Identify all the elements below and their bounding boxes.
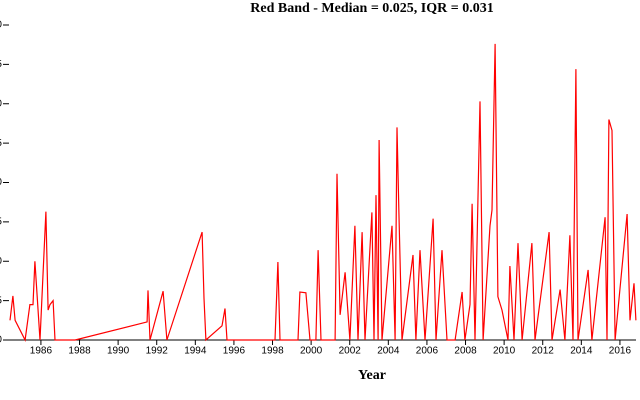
x-axis-label: Year [358, 368, 386, 383]
x-tick-label: 2004 [377, 346, 400, 357]
x-tick-label: 1994 [184, 346, 207, 357]
x-tick-label: 2016 [609, 346, 632, 357]
y-tick-label: 0.15 [0, 217, 2, 228]
y-tick-label: 0.35 [0, 59, 2, 70]
y-tick-label: 0.40 [0, 20, 2, 31]
x-tick-label: 1990 [107, 346, 130, 357]
y-tick-label: 0.30 [0, 98, 2, 109]
y-tick-label: 0.05 [0, 295, 2, 306]
y-tick-label: 0.20 [0, 177, 2, 188]
x-tick-label: 1986 [30, 346, 53, 357]
x-tick-label: 1996 [223, 346, 246, 357]
y-tick-label: 0.25 [0, 138, 2, 149]
x-tick-label: 1992 [146, 346, 169, 357]
x-tick-label: 2014 [570, 346, 593, 357]
y-tick-label: 0.00 [0, 335, 2, 346]
x-tick-label: 1988 [68, 346, 91, 357]
data-line [9, 43, 637, 342]
chart-title: Red Band - Median = 0.025, IQR = 0.031 [250, 1, 493, 16]
y-tick-label: 0.10 [0, 256, 2, 267]
x-tick-label: 1998 [261, 346, 284, 357]
x-tick-label: 2010 [493, 346, 516, 357]
x-tick-label: 2008 [454, 346, 477, 357]
x-tick-label: 2006 [416, 346, 439, 357]
x-tick-label: 2000 [300, 346, 323, 357]
x-tick-label: 2002 [339, 346, 362, 357]
x-tick-label: 2012 [532, 346, 555, 357]
